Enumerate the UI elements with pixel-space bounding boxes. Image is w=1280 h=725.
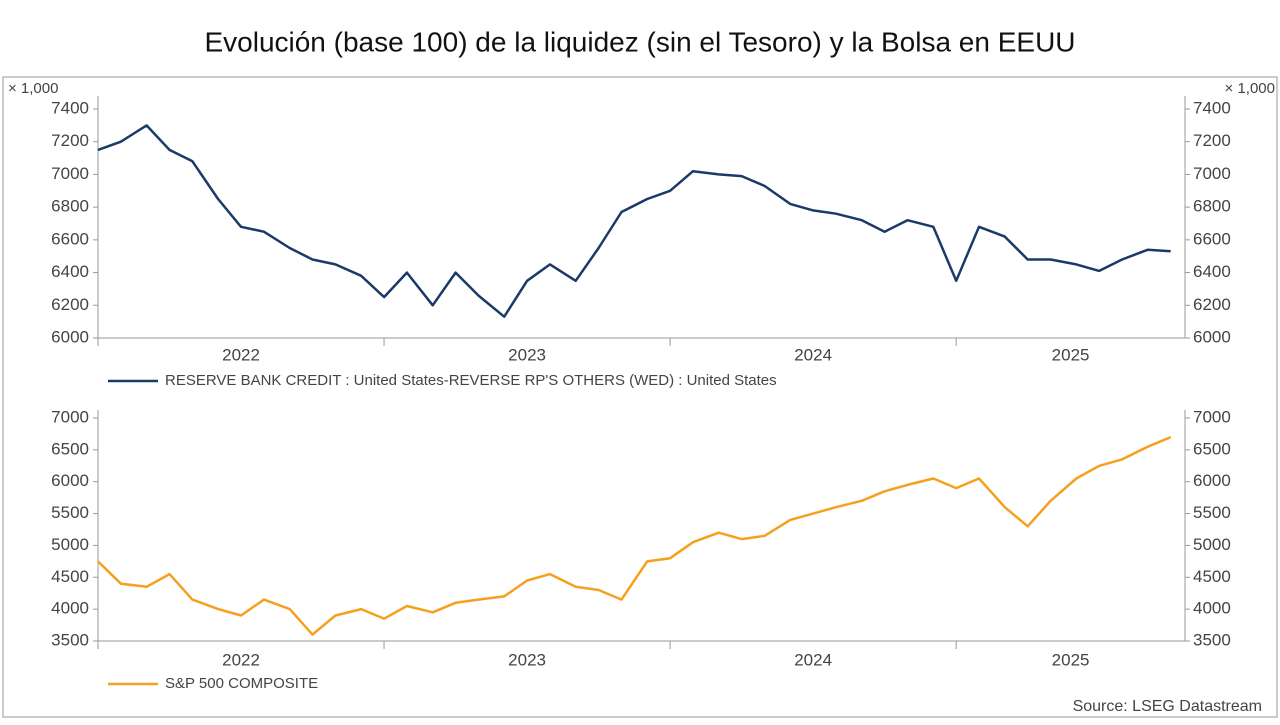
- y2-tick-label: 7000: [1193, 164, 1231, 183]
- y-tick-label: 6600: [51, 229, 89, 248]
- y-tick-label: 4500: [51, 567, 89, 586]
- y-unit-label: × 1,000: [8, 80, 58, 97]
- y-tick-label: 6000: [51, 327, 89, 346]
- y2-unit-label: × 1,000: [1225, 80, 1275, 97]
- y2-tick-label: 6000: [1193, 471, 1231, 490]
- y2-tick-label: 3500: [1193, 630, 1231, 649]
- legend-label: S&P 500 COMPOSITE: [165, 675, 318, 692]
- y-tick-label: 5500: [51, 503, 89, 522]
- y-tick-label: 6200: [51, 295, 89, 314]
- y2-tick-label: 6200: [1193, 295, 1231, 314]
- y-tick-label: 6000: [51, 471, 89, 490]
- series-line: [97, 435, 1172, 636]
- frame: [2, 76, 1278, 718]
- x-tick-label: 2024: [794, 650, 832, 669]
- x-tick-label: 2024: [794, 345, 832, 364]
- x-tick-label: 2022: [222, 650, 260, 669]
- x-tick-label: 2025: [1052, 650, 1090, 669]
- y2-tick-label: 6600: [1193, 229, 1231, 248]
- y-tick-label: 5000: [51, 535, 89, 554]
- y2-tick-label: 5500: [1193, 503, 1231, 522]
- y2-tick-label: 7400: [1193, 98, 1231, 117]
- y2-tick-label: 4000: [1193, 599, 1231, 618]
- y-tick-label: 7200: [51, 131, 89, 150]
- source: Source: LSEG Datastream: [1073, 698, 1262, 715]
- y2-tick-label: 6400: [1193, 262, 1231, 281]
- y2-tick-label: 6500: [1193, 439, 1231, 458]
- y-tick-label: 6500: [51, 439, 89, 458]
- x-tick-label: 2025: [1052, 345, 1090, 364]
- legend-label: RESERVE BANK CREDIT : United States-REVE…: [165, 372, 777, 389]
- y-tick-label: 7000: [51, 407, 89, 426]
- y2-tick-label: 6000: [1193, 327, 1231, 346]
- chart-title: Evolución (base 100) de la liquidez (sin…: [204, 26, 1075, 57]
- y-tick-label: 3500: [51, 630, 89, 649]
- y-tick-label: 4000: [51, 599, 89, 618]
- y2-tick-label: 4500: [1193, 567, 1231, 586]
- y2-tick-label: 7200: [1193, 131, 1231, 150]
- y2-tick-label: 7000: [1193, 407, 1231, 426]
- y-tick-label: 6400: [51, 262, 89, 281]
- x-tick-label: 2023: [508, 650, 546, 669]
- y-tick-label: 6800: [51, 197, 89, 216]
- y2-tick-label: 5000: [1193, 535, 1231, 554]
- series-line: [97, 124, 1171, 318]
- y2-tick-label: 6800: [1193, 197, 1231, 216]
- y-tick-label: 7000: [51, 164, 89, 183]
- x-tick-label: 2022: [222, 345, 260, 364]
- x-tick-label: 2023: [508, 345, 546, 364]
- y-tick-label: 7400: [51, 98, 89, 117]
